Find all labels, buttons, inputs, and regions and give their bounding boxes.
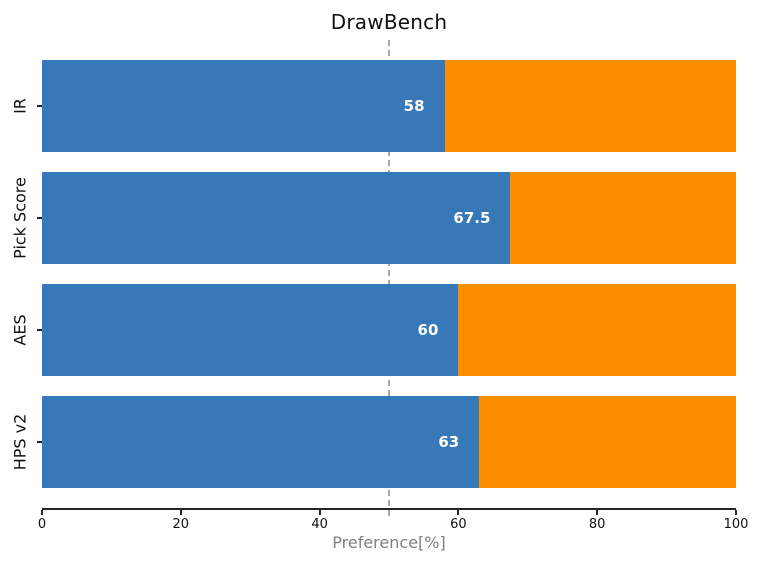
bar-row: 60 xyxy=(42,284,736,376)
bar-segment-blue: 58 xyxy=(42,60,445,152)
bar-segment-orange xyxy=(458,284,736,376)
x-tick-label: 20 xyxy=(172,517,190,532)
bar-value-label: 58 xyxy=(403,97,425,115)
y-axis-category-label: HPS v2 xyxy=(10,413,30,471)
y-axis-category-label: IR xyxy=(10,98,30,114)
y-axis-category-label: AES xyxy=(10,314,30,346)
bar-value-label: 67.5 xyxy=(453,209,491,227)
x-tick-label: 100 xyxy=(723,517,749,532)
bar-value-label: 63 xyxy=(438,433,460,451)
bar-row: 58 xyxy=(42,60,736,152)
chart-title: DrawBench xyxy=(330,10,448,34)
x-axis-label: Preference[%] xyxy=(332,533,446,552)
bar-segment-blue: 60 xyxy=(42,284,459,376)
x-tick-mark xyxy=(179,510,182,515)
y-tick-mark xyxy=(37,329,42,331)
y-tick-mark xyxy=(37,105,42,107)
x-axis-spine xyxy=(42,508,736,510)
bar-row: 67.5 xyxy=(42,172,736,264)
y-tick-mark xyxy=(37,217,42,219)
x-tick-label: 60 xyxy=(450,517,467,532)
bar-segment-orange xyxy=(479,396,736,488)
x-tick-label: 80 xyxy=(588,517,606,532)
x-tick-mark xyxy=(41,510,43,515)
bar-segment-orange xyxy=(510,172,736,264)
bar-segment-blue: 63 xyxy=(42,396,480,488)
bar-segment-blue: 67.5 xyxy=(42,172,511,264)
x-tick-mark xyxy=(457,510,460,515)
bar-segment-orange xyxy=(444,60,736,152)
x-tick-mark xyxy=(318,510,321,515)
x-tick-mark xyxy=(596,510,599,515)
x-tick-label: 40 xyxy=(311,517,328,532)
y-tick-mark xyxy=(37,441,42,443)
x-tick-label: 0 xyxy=(37,517,47,532)
y-axis-category-label: Pick Score xyxy=(10,177,30,259)
bar-row: 63 xyxy=(42,396,736,488)
reference-line-50 xyxy=(388,40,390,516)
x-tick-mark xyxy=(735,510,737,515)
bar-value-label: 60 xyxy=(417,321,439,339)
